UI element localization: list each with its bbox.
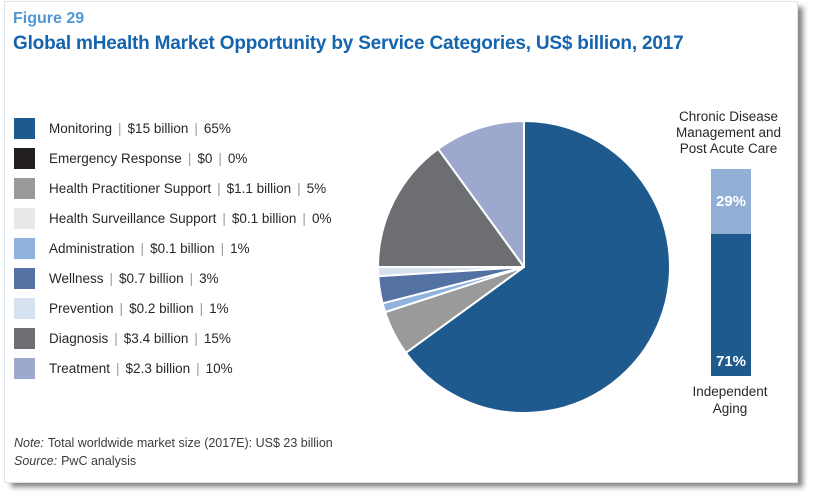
legend-swatch [14,148,35,169]
figure-label: Figure 29 [13,10,85,27]
legend-item-wellness: Wellness | $0.7 billion | 3% [14,268,331,289]
legend-separator: | [302,211,306,226]
pie-slice-monitoring [404,120,671,414]
legend-swatch [14,208,35,229]
legend-label: Health Surveillance Support | $0.1 billion… [49,211,332,226]
legend-label: Diagnosis | $3.4 billion | 15% [49,331,231,346]
stacked-bar: 29% 71% [711,169,751,376]
legend-item-health-practitioner-support: Health Practitioner Support | $1.1 billion… [14,178,331,199]
legend-separator: | [114,331,118,346]
notes-block: Note: Total worldwide market size (2017E)… [14,434,333,470]
legend-separator: | [187,151,192,166]
legend-swatch [14,268,35,289]
label-line: Chronic Disease [678,109,779,124]
legend-label: Monitoring | $15 billion | 65% [49,121,231,136]
legend-separator: | [116,361,120,376]
legend-swatch [14,358,35,379]
label-line: Management and [675,125,782,140]
legend-separator: | [199,301,204,316]
legend-separator: | [220,241,225,256]
note-line: Note: Total worldwide market size (2017E)… [14,434,333,452]
legend-label: Emergency Response | $0 | 0% [49,151,248,166]
source-text: PwC analysis [61,454,137,468]
label-line: Independent [692,384,768,399]
legend-swatch [14,328,35,349]
legend-item-administration: Administration | $0.1 billion | 1% [14,238,331,259]
pie-slice-treatment [437,120,525,268]
legend-item-treatment: Treatment | $2.3 billion | 10% [14,358,331,379]
bar-bottom-label: Independent Aging [650,383,810,417]
legend-item-diagnosis: Diagnosis | $3.4 billion | 15% [14,328,331,349]
bar-segment-independent-aging: 71% [711,234,751,376]
legend-item-prevention: Prevention | $0.2 billion | 1% [14,298,331,319]
note-prefix: Note: [14,436,44,450]
legend-swatch [14,238,35,259]
legend-label: Wellness | $0.7 billion | 3% [49,271,219,286]
legend-swatch [14,298,35,319]
figure-title: Global mHealth Market Opportunity by Ser… [13,33,684,54]
legend-separator: | [194,331,198,346]
legend-separator: | [217,181,221,196]
label-line: Aging [712,401,748,416]
legend-separator: | [194,121,198,136]
bar-segment-percent: 29% [715,193,747,211]
legend-separator: | [140,241,145,256]
title-block: Figure 29 Global mHealth Market Opportun… [13,10,684,55]
legend-label: Treatment | $2.3 billion | 10% [49,361,233,376]
legend-separator: | [218,151,222,166]
note-text: Total worldwide market size (2017E): US$… [47,436,333,450]
label-line: Post Acute Care [679,141,778,156]
figure-card: Figure 29 Global mHealth Market Opportun… [4,1,798,483]
legend-separator: | [119,301,124,316]
legend-separator: | [222,211,226,226]
source-prefix: Source: [14,454,58,468]
legend-swatch [14,118,35,139]
legend-item-health-surveillance-support: Health Surveillance Support | $0.1 billion… [14,208,331,229]
pie-slice-diagnosis [377,147,525,268]
legend-item-emergency-response: Emergency Response | $0 | 0% [14,148,331,169]
bar-segment-chronic-disease-management-and-post-acute-care: 29% [711,169,751,235]
legend-separator: | [196,361,200,376]
legend-item-monitoring: Monitoring | $15 billion | 65% [14,118,331,139]
bar-segment-percent: 71% [715,353,747,370]
legend-separator: | [297,181,301,196]
legend-separator: | [118,121,122,136]
pie-legend: Monitoring | $15 billion | 65% Emergency Resp… [14,118,331,388]
legend-swatch [14,178,35,199]
legend-label: Administration | $0.1 billion | 1% [49,241,250,256]
legend-separator: | [189,271,194,286]
source-line: Source: PwC analysis [14,452,333,470]
legend-label: Health Practitioner Support | $1.1 billion… [49,181,327,196]
legend-separator: | [109,271,114,286]
pie-chart [377,120,671,414]
bar-top-label: Chronic Disease Management and Post Acute … [646,109,811,157]
legend-label: Prevention | $0.2 billion | 1% [49,301,229,316]
